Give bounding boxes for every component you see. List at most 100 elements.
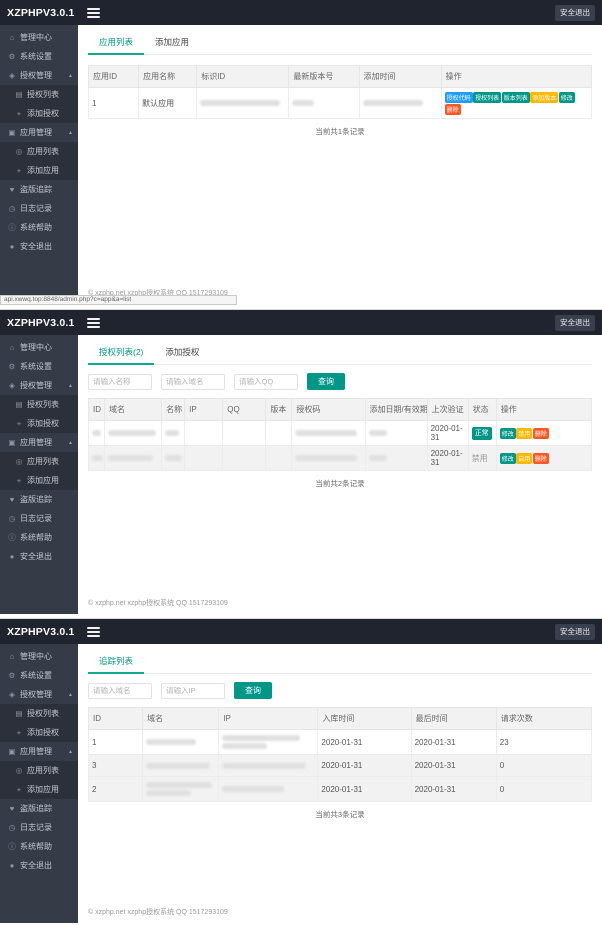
sidebar-item-piracy-tracking[interactable]: ♥ 盗版追踪 [0, 180, 78, 199]
auth-code-button[interactable]: 授权代码 [444, 91, 473, 103]
sidebar-item-label: 授权管理 [20, 690, 52, 699]
sidebar-item-management-center[interactable]: ⌂ 管理中心 [0, 338, 78, 357]
tab-bar: 应用列表 添加应用 [88, 31, 592, 55]
table-cell [196, 87, 290, 119]
sidebar-item-auth-management[interactable]: ◈ 授权管理 ▲ [0, 376, 78, 395]
logout-button[interactable]: 安全退出 [555, 623, 595, 640]
sidebar-item-system-settings[interactable]: ⚙ 系统设置 [0, 47, 78, 66]
log-icon: ◷ [8, 514, 16, 523]
sidebar-item-label: 安全退出 [20, 552, 52, 561]
sidebar-item-management-center[interactable]: ⌂ 管理中心 [0, 647, 78, 666]
add-version-button[interactable]: 添加版本 [530, 91, 559, 103]
tab-bar: 授权列表(2) 添加授权 [88, 341, 592, 365]
sidebar-item-label: 管理中心 [20, 343, 52, 352]
list-icon: ▤ [15, 400, 23, 409]
table-cell [222, 445, 267, 471]
version-list-button[interactable]: 版本列表 [501, 91, 530, 103]
hamburger-menu-icon[interactable] [87, 7, 100, 18]
column-header: 状态 [467, 398, 497, 421]
auth-icon: ◈ [9, 381, 15, 390]
tab-add-auth[interactable]: 添加授权 [165, 347, 200, 357]
sidebar-item-app-management[interactable]: ▣ 应用管理 ▲ [0, 742, 78, 761]
edit-button[interactable]: 修改 [499, 427, 516, 439]
edit-button[interactable]: 修改 [499, 452, 516, 464]
column-header: 操作 [440, 65, 593, 88]
sidebar: ⌂ 管理中心 ⚙ 系统设置 ◈ 授权管理 ▲ ▤ 授权列表 + 添加授权 ▣ 应用管理 ▲ ◎ 应用列表 + 添加… [0, 335, 78, 614]
tab-app-list[interactable]: 应用列表 [88, 31, 145, 55]
sidebar-item-label: 授权管理 [20, 71, 52, 80]
tab-auth-list[interactable]: 授权列表(2) [88, 341, 155, 365]
sidebar-item-system-settings[interactable]: ⚙ 系统设置 [0, 357, 78, 376]
table-cell: 2020-01-31 [410, 729, 497, 755]
column-header: QQ [222, 398, 267, 421]
sidebar-item-add-auth[interactable]: + 添加授权 [0, 414, 78, 433]
domain-input[interactable] [88, 682, 152, 699]
sidebar-item-safe-logout[interactable]: ● 安全退出 [0, 237, 78, 256]
track-icon: ♥ [9, 804, 15, 813]
redacted-value [222, 762, 307, 769]
delete-button[interactable]: 删除 [444, 103, 461, 115]
edit-button[interactable]: 修改 [558, 91, 575, 103]
name-input[interactable] [88, 373, 152, 390]
hamburger-menu-icon[interactable] [87, 626, 100, 637]
add-icon: + [16, 728, 22, 737]
hamburger-bar [87, 15, 100, 18]
hamburger-menu-icon[interactable] [87, 317, 100, 328]
table-body: 1 默认应用 授权代码 授权列表 版本列表 添加版本 修改删除 [87, 87, 593, 119]
sidebar-item-system-help[interactable]: ⓘ 系统帮助 [0, 837, 78, 856]
sidebar-item-add-app[interactable]: + 添加应用 [0, 161, 78, 180]
table-cell [184, 420, 224, 446]
query-button[interactable]: 查询 [234, 682, 272, 699]
table-cell [218, 776, 319, 802]
sidebar-item-label: 安全退出 [20, 861, 52, 870]
table-head: 应用ID 应用名称 标识ID 最新版本号 添加时间 操作 [87, 65, 593, 88]
delete-button[interactable]: 删除 [532, 452, 549, 464]
sidebar-item-app-list[interactable]: ◎ 应用列表 [0, 452, 78, 471]
table-cell [142, 729, 220, 755]
sidebar-item-piracy-tracking[interactable]: ♥ 盗版追踪 [0, 799, 78, 818]
sidebar-item-auth-list[interactable]: ▤ 授权列表 [0, 85, 78, 104]
sidebar-item-piracy-tracking[interactable]: ♥ 盗版追踪 [0, 490, 78, 509]
ip-input[interactable] [161, 682, 225, 699]
sidebar-item-auth-list[interactable]: ▤ 授权列表 [0, 704, 78, 723]
table-cell: 2020-01-31 [410, 776, 497, 802]
sidebar-item-app-list[interactable]: ◎ 应用列表 [0, 142, 78, 161]
domain-input[interactable] [161, 373, 225, 390]
logout-button[interactable]: 安全退出 [555, 4, 595, 21]
auth-list-button[interactable]: 授权列表 [473, 91, 502, 103]
sidebar-item-app-management[interactable]: ▣ 应用管理 ▲ [0, 123, 78, 142]
sidebar-item-auth-list[interactable]: ▤ 授权列表 [0, 395, 78, 414]
sidebar-item-add-app[interactable]: + 添加应用 [0, 471, 78, 490]
sidebar-item-log-records[interactable]: ◷ 日志记录 [0, 509, 78, 528]
sidebar-item-system-help[interactable]: ⓘ 系统帮助 [0, 218, 78, 237]
tab-add-app[interactable]: 添加应用 [155, 37, 190, 47]
sidebar-item-add-app[interactable]: + 添加应用 [0, 780, 78, 799]
sidebar-item-system-settings[interactable]: ⚙ 系统设置 [0, 666, 78, 685]
query-button[interactable]: 查询 [307, 373, 345, 390]
sidebar-item-log-records[interactable]: ◷ 日志记录 [0, 199, 78, 218]
hamburger-bar [87, 321, 100, 324]
table-cell: 正常 [467, 420, 497, 446]
redacted-value [165, 430, 180, 436]
enable-button[interactable]: 启用 [516, 452, 533, 464]
sidebar-item-management-center[interactable]: ⌂ 管理中心 [0, 28, 78, 47]
column-header: 上次验证 [426, 398, 469, 421]
sidebar-item-log-records[interactable]: ◷ 日志记录 [0, 818, 78, 837]
sidebar-item-app-management[interactable]: ▣ 应用管理 ▲ [0, 433, 78, 452]
sidebar-item-safe-logout[interactable]: ● 安全退出 [0, 547, 78, 566]
delete-button[interactable]: 删除 [532, 427, 549, 439]
table-cell [364, 420, 428, 446]
sidebar-item-safe-logout[interactable]: ● 安全退出 [0, 856, 78, 875]
qq-input[interactable] [234, 373, 298, 390]
sidebar-item-system-help[interactable]: ⓘ 系统帮助 [0, 528, 78, 547]
redacted-value [92, 430, 101, 436]
sidebar-item-auth-management[interactable]: ◈ 授权管理 ▲ [0, 66, 78, 85]
disable-button[interactable]: 禁用 [516, 427, 533, 439]
tab-track-list[interactable]: 追踪列表 [88, 650, 145, 674]
logout-button[interactable]: 安全退出 [555, 314, 595, 331]
sidebar-item-auth-management[interactable]: ◈ 授权管理 ▲ [0, 685, 78, 704]
panel-body: ⌂ 管理中心 ⚙ 系统设置 ◈ 授权管理 ▲ ▤ 授权列表 + 添加授权 ▣ 应用管理 ▲ ◎ 应用列表 + 添加… [0, 25, 602, 305]
sidebar-item-add-auth[interactable]: + 添加授权 [0, 723, 78, 742]
sidebar-item-app-list[interactable]: ◎ 应用列表 [0, 761, 78, 780]
sidebar-item-add-auth[interactable]: + 添加授权 [0, 104, 78, 123]
